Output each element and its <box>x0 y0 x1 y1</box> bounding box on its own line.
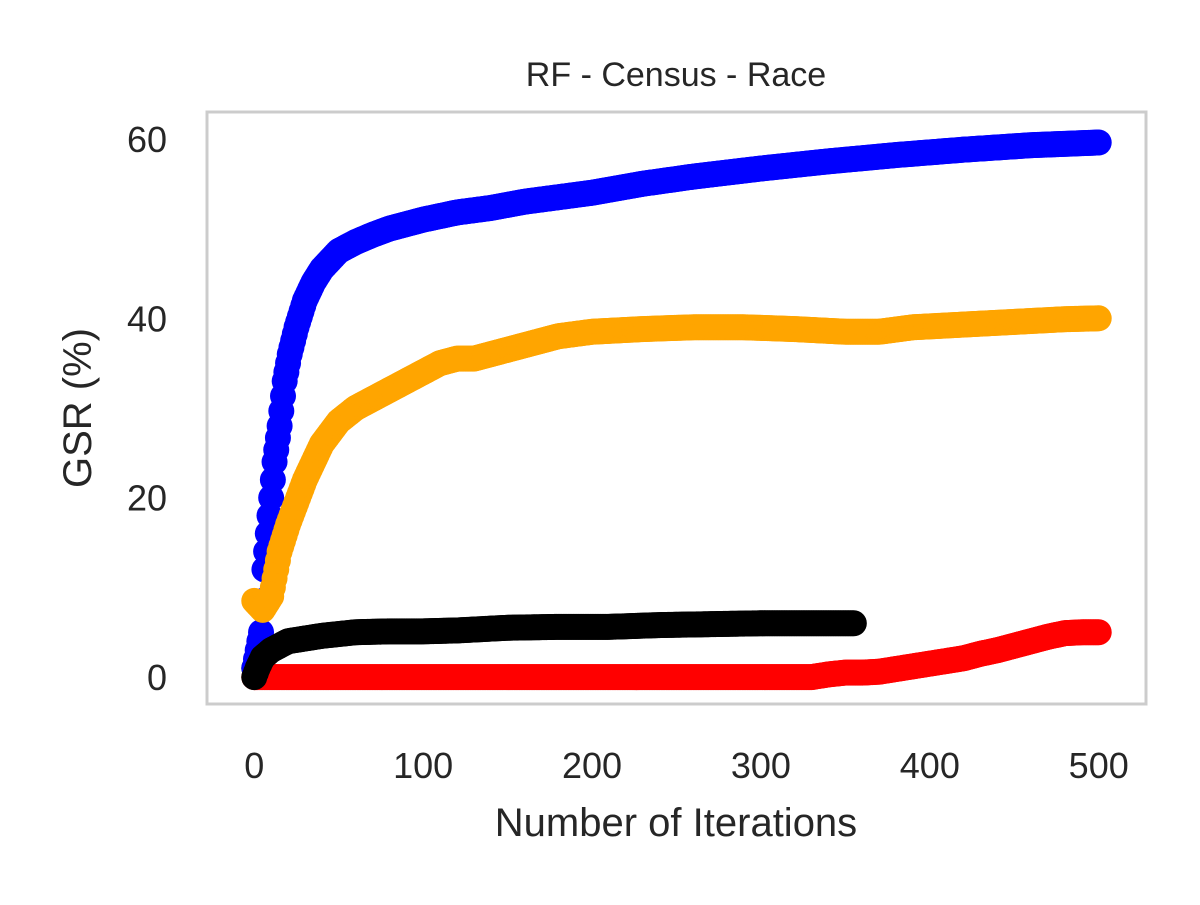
marks-layer <box>241 129 1112 691</box>
x-tick-label: 100 <box>393 745 453 786</box>
y-tick-label: 60 <box>127 119 167 160</box>
y-tick-label: 40 <box>127 298 167 339</box>
x-tick-label: 400 <box>900 745 960 786</box>
ticks-layer: 0 100 200 300 400 500 0 20 40 60 <box>127 119 1129 786</box>
data-point <box>1085 305 1112 332</box>
data-point <box>1085 129 1112 156</box>
data-point <box>1085 619 1112 646</box>
series-0 <box>241 129 1112 682</box>
y-tick-label: 0 <box>147 657 167 698</box>
x-tick-label: 200 <box>562 745 622 786</box>
series-1 <box>241 305 1112 623</box>
chart-title: RF - Census - Race <box>526 56 826 94</box>
x-tick-label: 0 <box>244 745 264 786</box>
series-3 <box>241 610 867 691</box>
series-2 <box>241 619 1112 691</box>
y-axis-label: GSR (%) <box>56 328 100 488</box>
data-point <box>840 610 867 637</box>
x-tick-label: 500 <box>1069 745 1129 786</box>
x-tick-label: 300 <box>731 745 791 786</box>
y-tick-label: 20 <box>127 478 167 519</box>
x-axis-label: Number of Iterations <box>495 801 857 845</box>
